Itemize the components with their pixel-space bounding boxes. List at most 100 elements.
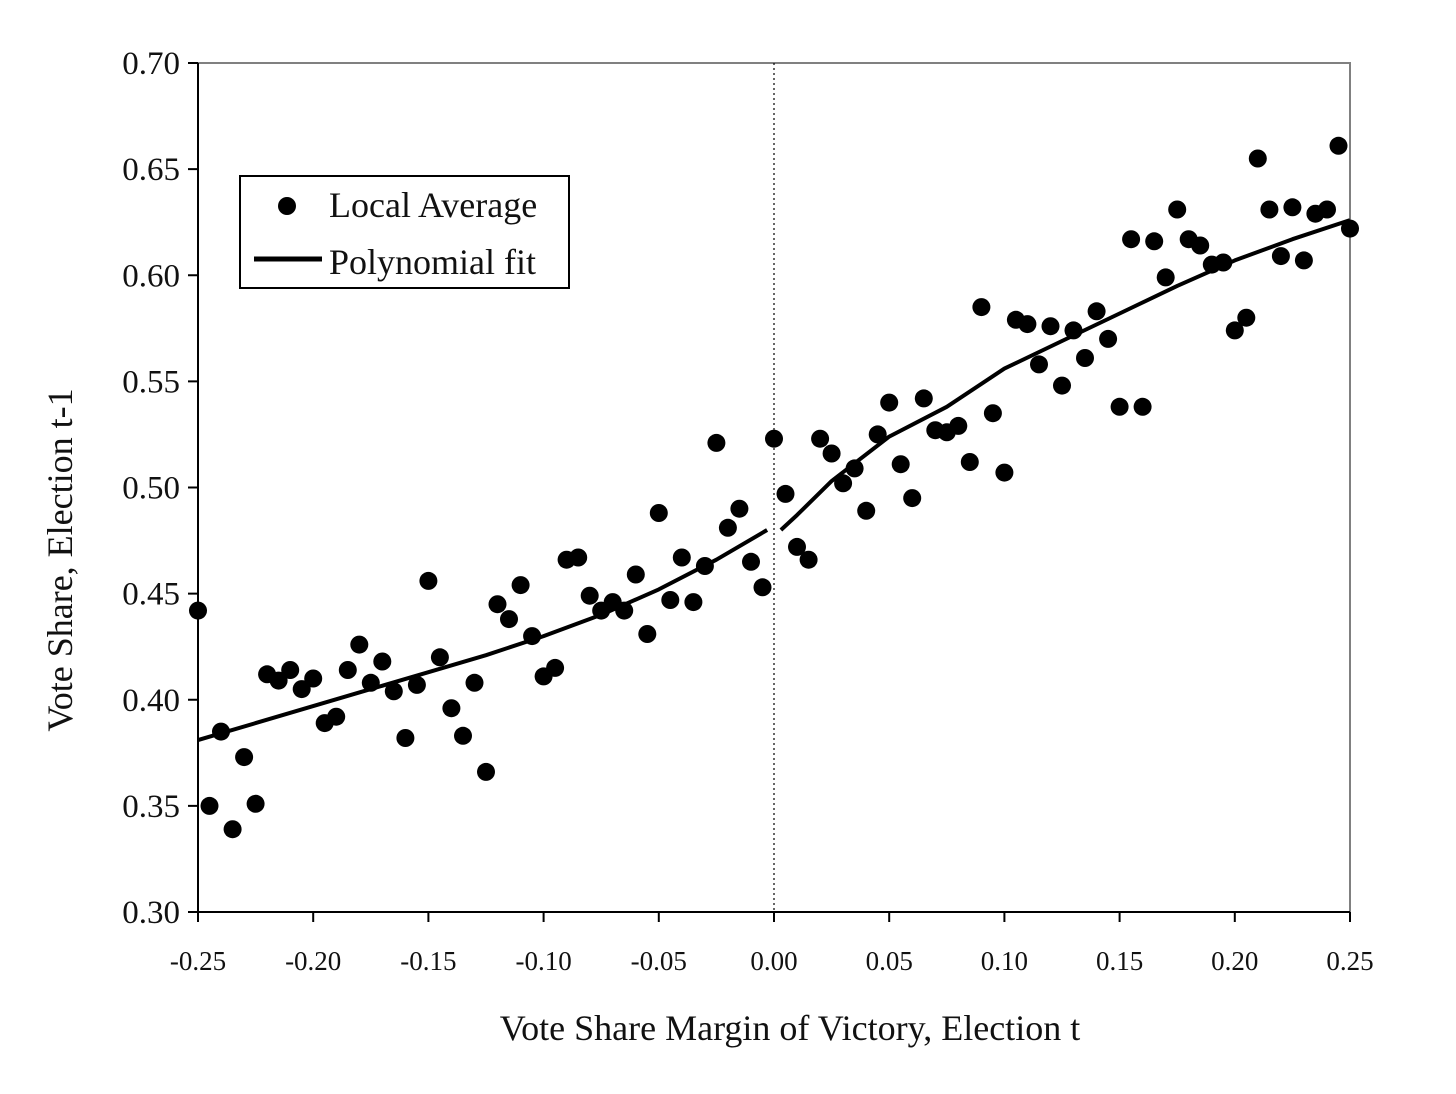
data-point [972, 298, 991, 317]
data-point [626, 565, 645, 584]
x-tick-label: -0.15 [400, 946, 456, 976]
data-point [1087, 302, 1106, 321]
data-point [1237, 308, 1256, 327]
x-tick-label: 0.10 [981, 946, 1028, 976]
data-point [995, 463, 1014, 482]
data-point [373, 652, 392, 671]
data-point [661, 591, 680, 609]
data-point [500, 610, 518, 629]
data-point [1018, 315, 1037, 334]
data-point [891, 455, 910, 474]
data-point [1248, 149, 1267, 168]
y-axis-label: Vote Share, Election t-1 [40, 388, 80, 731]
x-tick-label: -0.10 [515, 946, 571, 976]
data-point [799, 550, 818, 569]
x-tick-label: 0.00 [750, 946, 797, 976]
data-point [1156, 268, 1175, 287]
data-point [1318, 200, 1336, 219]
data-point [776, 484, 795, 503]
data-point [845, 459, 864, 478]
data-point [638, 625, 657, 643]
data-point [788, 537, 806, 556]
y-tick-label: 0.30 [122, 895, 180, 931]
data-point [718, 518, 737, 537]
data-point [1041, 317, 1060, 336]
local-average-points [189, 136, 1359, 839]
data-point [407, 675, 426, 694]
data-point [338, 661, 357, 679]
data-point [1191, 236, 1210, 255]
data-point [1283, 198, 1302, 217]
data-point [292, 680, 311, 699]
data-point [580, 586, 599, 605]
legend-label-local-average: Local Average [329, 185, 537, 225]
data-point [914, 389, 933, 408]
data-point [430, 648, 449, 667]
fit-line-left [197, 528, 769, 743]
legend-box [239, 175, 570, 289]
polynomial-fit-lines [197, 218, 1351, 743]
data-point [465, 673, 484, 692]
data-point [1133, 397, 1152, 416]
x-tick-label: 0.25 [1326, 946, 1373, 976]
fit-line-right [779, 218, 1351, 532]
data-point [419, 571, 438, 590]
y-tick-label: 0.40 [122, 683, 180, 719]
data-point [200, 796, 219, 815]
y-tick-label: 0.45 [122, 577, 180, 613]
data-point [523, 627, 542, 646]
data-point [672, 548, 691, 567]
data-point [834, 474, 853, 493]
data-point [361, 673, 380, 692]
data-point [615, 601, 634, 620]
data-point [949, 416, 968, 435]
data-point [903, 489, 922, 508]
data-point [477, 762, 495, 781]
data-point [546, 658, 565, 677]
data-point [649, 504, 668, 522]
data-point [212, 722, 230, 741]
data-point [223, 820, 242, 839]
data-point [880, 393, 899, 412]
data-point [246, 794, 265, 813]
legend-label-polynomial-fit: Polynomial fit [329, 242, 536, 282]
data-point [695, 557, 714, 575]
x-axis-ticks: -0.25 -0.20 -0.15 -0.10 -0.05 0.00 0.05 0.10 0.1… [170, 912, 1374, 976]
x-tick-label: 0.15 [1096, 946, 1143, 976]
data-point [857, 501, 876, 520]
data-point [304, 669, 323, 688]
data-point [707, 433, 726, 452]
data-point [569, 548, 588, 567]
data-point [811, 429, 830, 448]
x-tick-label: -0.05 [631, 946, 687, 976]
data-point [454, 726, 472, 745]
y-tick-label: 0.50 [122, 471, 180, 507]
legend-marker-local-average [278, 197, 296, 215]
data-point [350, 635, 369, 654]
data-point [189, 601, 207, 620]
data-point [396, 729, 415, 747]
data-point [1225, 321, 1244, 340]
y-tick-label: 0.70 [122, 46, 180, 82]
legend: Local Average Polynomial fit [239, 175, 570, 289]
data-point [442, 699, 461, 718]
data-point [488, 595, 507, 614]
data-point [1214, 253, 1233, 272]
data-point [868, 425, 887, 444]
data-point [235, 748, 254, 767]
data-point [753, 578, 772, 597]
data-point [684, 593, 703, 612]
data-point [269, 671, 288, 690]
data-point [1294, 251, 1313, 270]
data-point [1099, 329, 1118, 348]
data-point [327, 707, 346, 726]
data-point [1168, 200, 1187, 219]
x-axis-label: Vote Share Margin of Victory, Election t [500, 1008, 1080, 1048]
data-point [1122, 230, 1141, 249]
data-point [1329, 136, 1348, 155]
x-tick-label: 0.20 [1211, 946, 1258, 976]
data-point [1341, 219, 1359, 238]
data-point [822, 444, 841, 463]
data-point [1064, 321, 1083, 340]
